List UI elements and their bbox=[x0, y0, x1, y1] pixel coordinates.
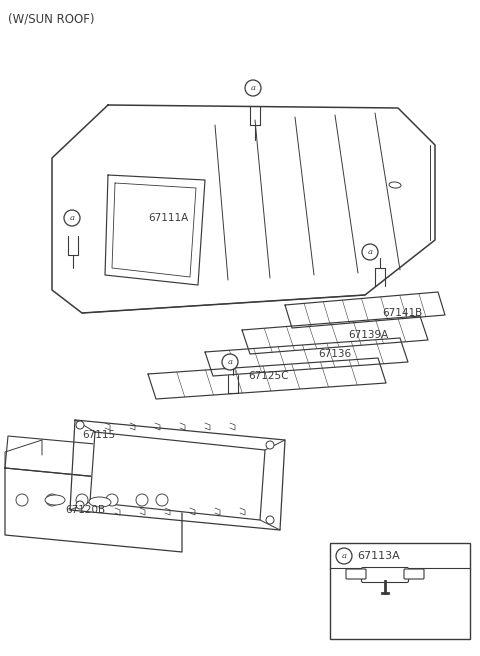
Polygon shape bbox=[148, 358, 386, 399]
Circle shape bbox=[245, 80, 261, 96]
Text: (W/SUN ROOF): (W/SUN ROOF) bbox=[8, 12, 95, 25]
Circle shape bbox=[16, 494, 28, 506]
Text: a: a bbox=[228, 358, 232, 366]
Circle shape bbox=[64, 210, 80, 226]
Text: 67139A: 67139A bbox=[348, 330, 388, 340]
Text: 67141B: 67141B bbox=[382, 308, 422, 318]
Circle shape bbox=[266, 516, 274, 524]
Ellipse shape bbox=[89, 497, 111, 507]
Text: a: a bbox=[341, 552, 347, 560]
Polygon shape bbox=[5, 436, 182, 485]
Circle shape bbox=[362, 244, 378, 260]
Text: a: a bbox=[251, 84, 255, 92]
Text: 67136: 67136 bbox=[318, 349, 351, 359]
Polygon shape bbox=[52, 105, 435, 313]
FancyBboxPatch shape bbox=[330, 543, 470, 639]
Text: 67113A: 67113A bbox=[357, 551, 400, 561]
Circle shape bbox=[222, 354, 238, 370]
Circle shape bbox=[76, 421, 84, 429]
Circle shape bbox=[106, 494, 118, 506]
Circle shape bbox=[46, 494, 58, 506]
Circle shape bbox=[266, 441, 274, 449]
Polygon shape bbox=[205, 338, 408, 376]
Text: a: a bbox=[70, 214, 74, 222]
Polygon shape bbox=[105, 175, 205, 285]
Circle shape bbox=[156, 494, 168, 506]
Circle shape bbox=[76, 501, 84, 509]
FancyBboxPatch shape bbox=[346, 569, 366, 579]
Ellipse shape bbox=[45, 495, 65, 505]
Polygon shape bbox=[242, 316, 428, 354]
Text: 67120B: 67120B bbox=[65, 505, 105, 515]
Text: 67115: 67115 bbox=[82, 430, 115, 440]
Text: 67111A: 67111A bbox=[148, 213, 188, 223]
Circle shape bbox=[76, 494, 88, 506]
Polygon shape bbox=[90, 432, 265, 520]
Text: 67125C: 67125C bbox=[248, 371, 288, 381]
FancyBboxPatch shape bbox=[404, 569, 424, 579]
Circle shape bbox=[136, 494, 148, 506]
Polygon shape bbox=[70, 420, 285, 530]
Circle shape bbox=[336, 548, 352, 564]
FancyBboxPatch shape bbox=[361, 567, 408, 583]
Polygon shape bbox=[285, 292, 445, 328]
Polygon shape bbox=[5, 468, 182, 552]
Text: a: a bbox=[368, 248, 372, 256]
